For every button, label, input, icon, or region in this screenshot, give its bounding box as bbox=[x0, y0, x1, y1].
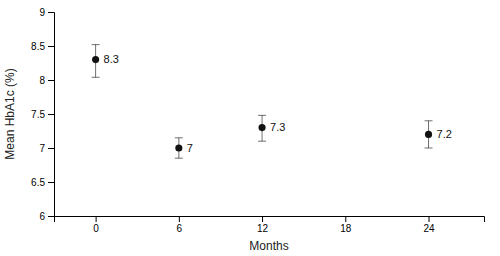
data-label: 8.3 bbox=[104, 53, 119, 65]
x-tick-mark bbox=[262, 216, 263, 222]
error-bar bbox=[175, 138, 183, 158]
y-tick: 6 bbox=[39, 211, 54, 222]
x-tick-label: 18 bbox=[340, 223, 352, 234]
y-tick-mark bbox=[48, 46, 54, 47]
y-tick-mark bbox=[48, 80, 54, 81]
x-axis-title: Months bbox=[249, 239, 288, 253]
y-tick-label: 7 bbox=[39, 143, 45, 154]
y-tick-mark bbox=[48, 148, 54, 149]
x-axis-line bbox=[55, 217, 485, 223]
x-tick: 0 bbox=[93, 216, 99, 234]
x-tick-label: 12 bbox=[257, 223, 269, 234]
x-axis: 0 6 12 18 24 bbox=[55, 216, 485, 234]
x-tick-mark bbox=[179, 216, 180, 222]
y-tick-mark bbox=[48, 114, 54, 115]
y-tick-mark bbox=[48, 12, 54, 13]
y-tick-label: 8 bbox=[39, 75, 45, 86]
point bbox=[175, 144, 182, 151]
y-tick-label: 9 bbox=[39, 7, 45, 18]
error-bar bbox=[425, 121, 433, 148]
data-label: 7 bbox=[187, 142, 193, 154]
y-tick-label: 6.5 bbox=[31, 177, 45, 188]
x-tick-mark bbox=[345, 216, 346, 222]
y-tick: 8.5 bbox=[31, 41, 54, 52]
x-tick: 24 bbox=[423, 216, 435, 234]
x-tick-mark bbox=[429, 216, 430, 222]
x-tick: 18 bbox=[340, 216, 352, 234]
y-tick: 8 bbox=[39, 75, 54, 86]
y-tick-label: 6 bbox=[39, 211, 45, 222]
x-tick-label: 6 bbox=[177, 223, 183, 234]
y-axis-title: Mean HbA1c (%) bbox=[3, 68, 17, 159]
error-bar bbox=[258, 115, 266, 141]
y-axis-line bbox=[48, 13, 55, 217]
chart: 0 6 12 18 24 6 6.5 7 7.5 8 8.5 9 8.3 7 7.3 7.2 Months Mea… bbox=[0, 0, 500, 256]
y-tick: 9 bbox=[39, 7, 54, 18]
x-tick-label: 24 bbox=[423, 223, 435, 234]
y-tick-mark bbox=[48, 216, 54, 217]
marks bbox=[92, 45, 433, 159]
point bbox=[258, 124, 265, 131]
x-tick: 6 bbox=[177, 216, 183, 234]
data-label: 7.2 bbox=[437, 128, 452, 140]
data-label: 7.3 bbox=[270, 121, 285, 133]
y-tick: 6.5 bbox=[31, 177, 54, 188]
plot-area: 0 6 12 18 24 6 6.5 7 7.5 8 8.5 9 8.3 7 7.3 7.2 bbox=[31, 7, 484, 234]
y-tick: 7 bbox=[39, 143, 54, 154]
point bbox=[425, 131, 432, 138]
y-tick-mark bbox=[48, 182, 54, 183]
y-tick-label: 7.5 bbox=[31, 109, 45, 120]
point bbox=[92, 56, 99, 63]
y-axis: 6 6.5 7 7.5 8 8.5 9 bbox=[31, 7, 54, 222]
x-tick-mark bbox=[96, 216, 97, 222]
x-tick-label: 0 bbox=[93, 223, 99, 234]
error-bar bbox=[92, 45, 100, 78]
data-labels: 8.3 7 7.3 7.2 bbox=[104, 53, 452, 153]
y-tick-label: 8.5 bbox=[31, 41, 45, 52]
x-tick: 12 bbox=[257, 216, 269, 234]
y-tick: 7.5 bbox=[31, 109, 54, 120]
